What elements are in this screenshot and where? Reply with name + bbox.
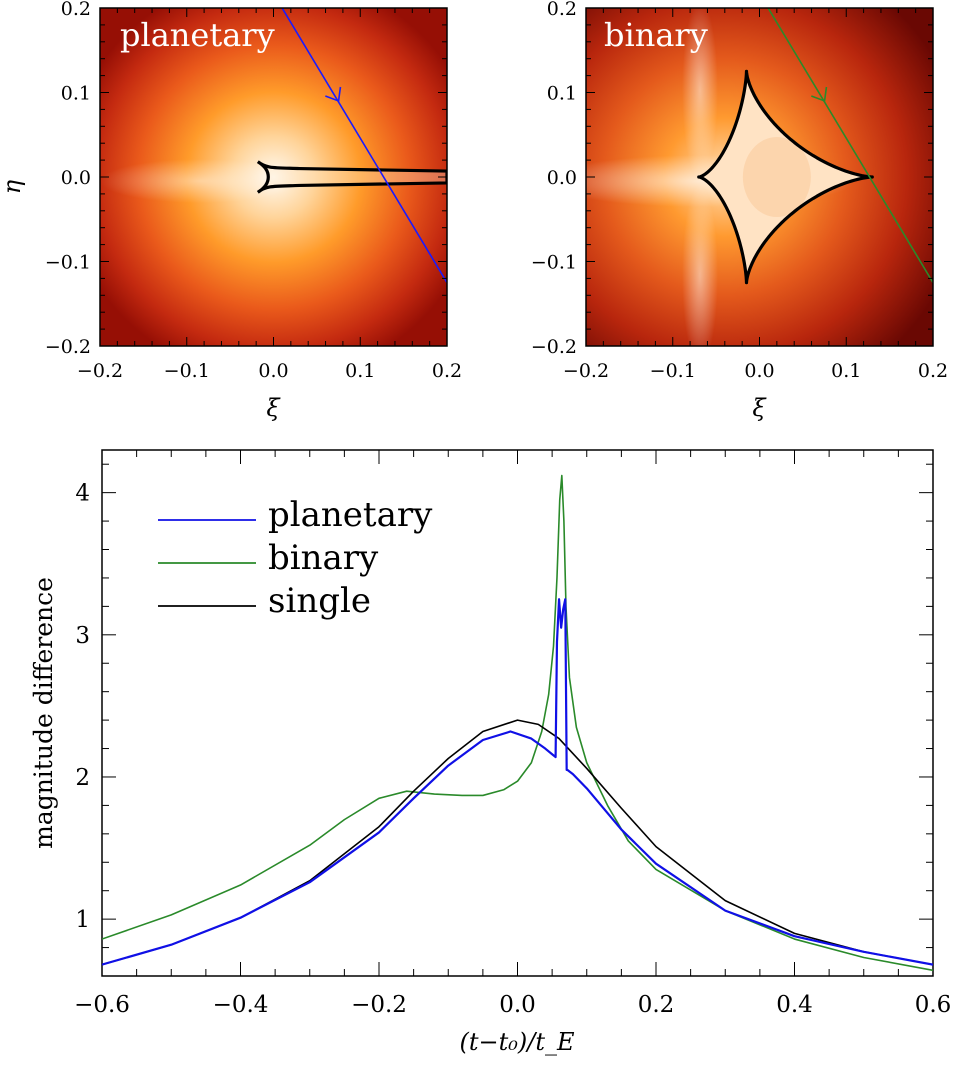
y-tick-label: 0.2: [547, 0, 577, 20]
x-tick-label: −0.4: [213, 992, 269, 1018]
binary-caustic-panel: −0.2−0.2 −0.1 −0.1 0.0 0.0 0.1 0.1 0.2 0.2 binar…: [531, 0, 948, 422]
y-tick-label: 3: [75, 623, 90, 649]
x-tick-label: 0.2: [638, 992, 675, 1018]
light-curve-panel: −0.6 −0.4 −0.2 0.0 0.2 0.4 0.6 1 2 3 4 planetarybi…: [29, 449, 951, 1056]
series-line-planetary: [102, 598, 933, 966]
x-tick-label: 0.0: [499, 992, 536, 1018]
x-tick-label: 0.0: [744, 360, 774, 382]
panel-label-planetary: planetary: [120, 16, 275, 54]
y-tick-label: −0.2: [531, 336, 577, 358]
planetary-caustic-panel: −0.2−0.2 −0.1 −0.1 0.0 0.0 0.1 0.1 0.2 0.2 plane…: [0, 0, 462, 422]
caustic-line: [697, 69, 874, 285]
axis-ticks: −0.2−0.2 −0.1 −0.1 0.0 0.0 0.1 0.1 0.2 0.2: [45, 0, 462, 382]
y-tick-label: −0.1: [531, 252, 577, 274]
y-tick-label: 0.1: [547, 83, 577, 105]
series-line-single: [102, 719, 933, 966]
source-trajectory-planetary: [281, 8, 447, 284]
caustic-curve-planetary: [256, 160, 447, 194]
x-axis-label: ξ: [266, 394, 281, 422]
x-tick-label: −0.6: [74, 992, 130, 1018]
trajectory-arrow: [811, 86, 828, 103]
legend-label-planetary: planetary: [268, 495, 433, 535]
x-tick-label: 0.1: [831, 360, 861, 382]
series-line-binary: [102, 474, 933, 972]
y-tick-label: 0.1: [61, 83, 91, 105]
axis-ticks: −0.6 −0.4 −0.2 0.0 0.2 0.4 0.6 1 2 3 4: [74, 450, 951, 1018]
x-tick-label: −0.2: [351, 992, 407, 1018]
x-axis-label: (t−t₀)/t_E: [460, 1028, 575, 1056]
x-tick-label: 0.2: [918, 360, 948, 382]
x-tick-label: −0.2: [563, 360, 609, 382]
y-tick-label: 1: [75, 907, 90, 933]
y-axis-label: η: [0, 179, 26, 194]
x-tick-label: −0.1: [650, 360, 696, 382]
magnification-ridge: [682, 8, 718, 180]
light-curves: [102, 474, 933, 972]
y-tick-label: 2: [75, 765, 90, 791]
caustic-interior-shade: [742, 137, 811, 217]
plot-frame: [101, 449, 934, 977]
y-axis-label: magnitude difference: [29, 577, 58, 849]
y-tick-label: 0.0: [547, 167, 577, 189]
y-tick-label: 0.2: [61, 0, 91, 20]
y-tick-label: 0.0: [61, 167, 91, 189]
trajectory-line: [281, 8, 447, 284]
magnification-ridge: [100, 159, 300, 203]
trajectory-line: [767, 8, 933, 284]
x-axis-label: ξ: [752, 394, 767, 422]
axis-ticks: −0.2−0.2 −0.1 −0.1 0.0 0.0 0.1 0.1 0.2 0.2: [531, 0, 948, 382]
panel-label-binary: binary: [604, 16, 708, 54]
x-tick-label: 0.6: [915, 992, 952, 1018]
caustic-curve-binary: [697, 69, 874, 285]
x-tick-label: 0.4: [776, 992, 813, 1018]
x-tick-label: −0.1: [164, 360, 210, 382]
x-tick-label: 0.0: [258, 360, 288, 382]
x-tick-label: 0.2: [432, 360, 462, 382]
legend-label-single: single: [268, 581, 371, 621]
trajectory-arrow: [325, 86, 342, 103]
y-tick-label: −0.2: [45, 336, 91, 358]
caustic-line: [256, 160, 447, 194]
y-tick-label: −0.1: [45, 252, 91, 274]
y-tick-label: 4: [75, 481, 90, 507]
x-tick-label: 0.1: [345, 360, 375, 382]
x-tick-label: −0.2: [77, 360, 123, 382]
magnification-ridge: [682, 185, 718, 346]
source-trajectory-binary: [767, 8, 933, 284]
legend-label-binary: binary: [268, 538, 379, 578]
